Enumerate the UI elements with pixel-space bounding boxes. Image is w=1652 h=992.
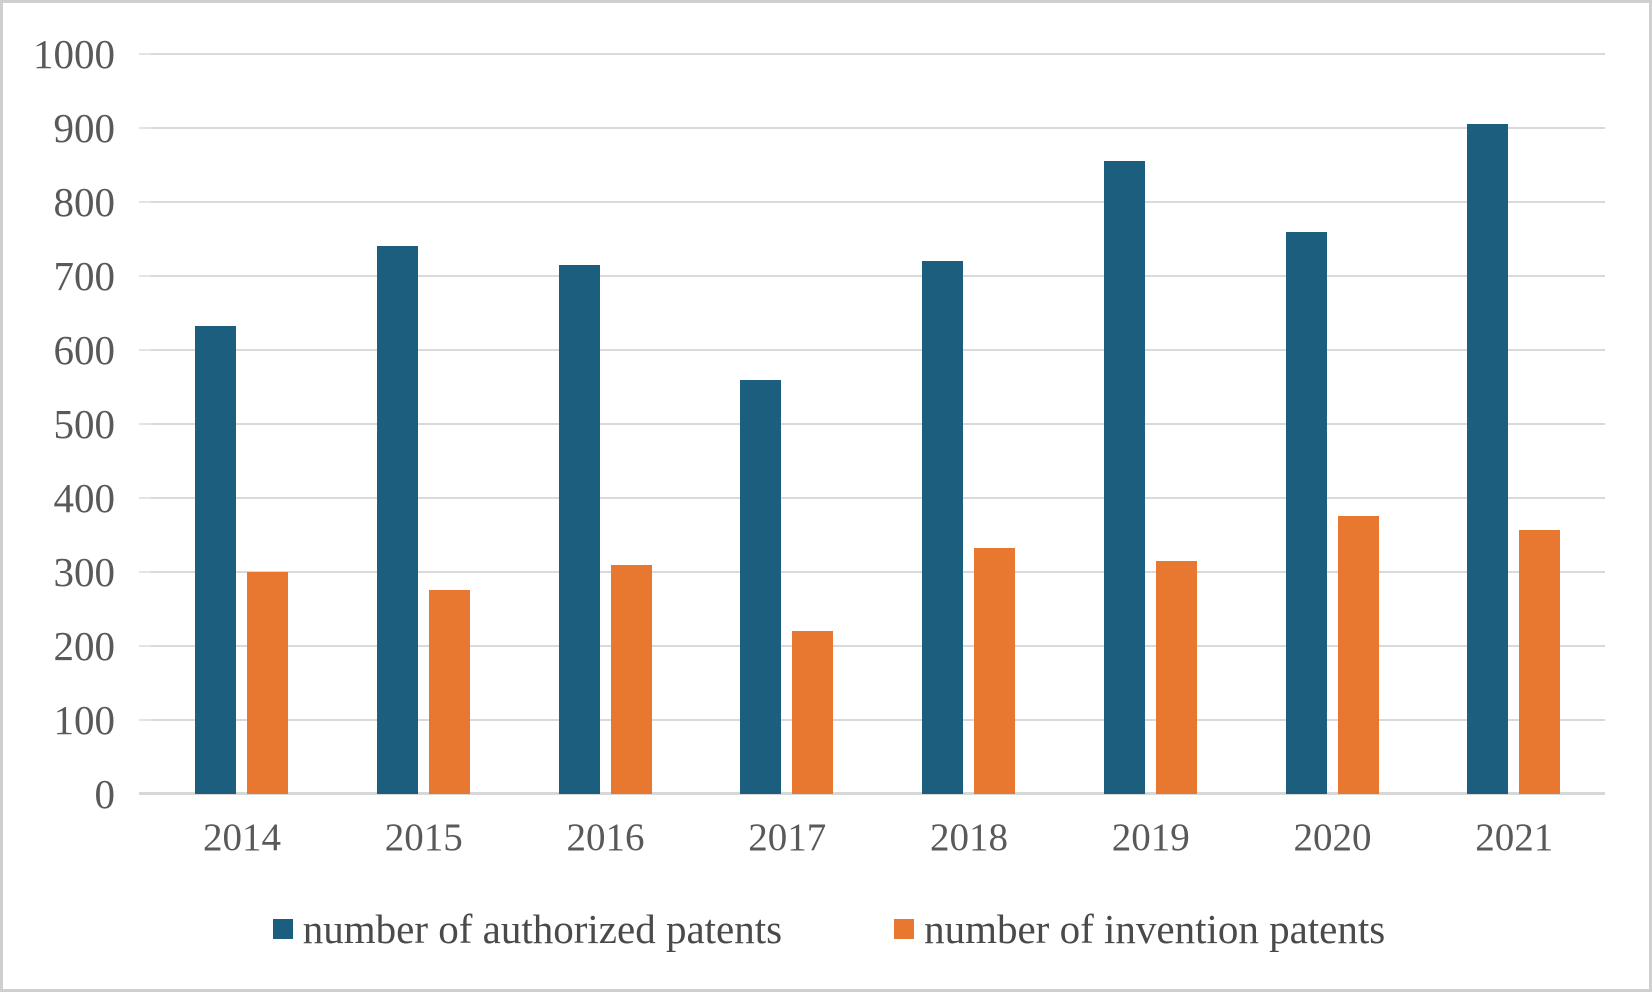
bar-invention-2018 [974, 548, 1015, 794]
gridline-700 [151, 275, 1605, 277]
bar-chart-plot-area: 0 100 200 300 400 500 600 700 800 900 1000 2014 2015… [3, 3, 1649, 989]
x-axis-label-2018: 2018 [930, 816, 1008, 859]
bar-invention-2014 [247, 572, 288, 794]
gridline-500 [151, 423, 1605, 425]
x-axis-label-2020: 2020 [1293, 816, 1372, 859]
bar-authorized-2014 [195, 326, 236, 794]
gridline-300 [151, 571, 1605, 573]
gridline-600 [151, 349, 1605, 351]
bar-authorized-2017 [740, 380, 782, 794]
bar-invention-2015 [428, 590, 470, 794]
y-tick-label-100: 100 [53, 697, 116, 743]
y-axis-tick-600 [139, 349, 151, 351]
gridline-400 [151, 497, 1605, 499]
x-axis-label-2017: 2017 [748, 816, 827, 859]
bar-authorized-2021 [1467, 124, 1509, 794]
y-tick-label-300: 300 [53, 549, 116, 595]
y-tick-label-700: 700 [53, 253, 116, 299]
bar-invention-2019 [1155, 561, 1197, 794]
x-axis-label-2015: 2015 [384, 816, 463, 859]
y-tick-label-1000: 1000 [33, 31, 115, 77]
gridline-800 [151, 201, 1605, 203]
bar-authorized-2015 [376, 246, 418, 794]
bar-authorized-2019 [1103, 161, 1145, 794]
bar-invention-2021 [1519, 530, 1561, 794]
category-group-2020 [1242, 54, 1424, 794]
y-axis-tick-400 [139, 497, 151, 499]
category-group-2019 [1060, 54, 1242, 794]
y-tick-label-600: 600 [53, 327, 116, 373]
bar-invention-2016 [610, 565, 652, 794]
y-axis-tick-300 [139, 571, 151, 573]
bar-authorized-2020 [1285, 232, 1327, 794]
legend-swatch-icon [894, 919, 915, 939]
y-axis-tick-500 [139, 423, 151, 425]
gridline-200 [151, 645, 1605, 647]
y-axis-tick-900 [139, 127, 151, 129]
bar-authorized-2018 [922, 261, 963, 794]
gridline-100 [151, 719, 1605, 721]
x-axis-label-2014: 2014 [203, 816, 281, 859]
chart-legend: number of authorized patents number of in… [3, 899, 1649, 959]
x-axis-label-2021: 2021 [1475, 816, 1554, 859]
category-group-2014 [151, 54, 333, 794]
y-tick-label-0: 0 [94, 771, 116, 817]
category-group-2016 [515, 54, 697, 794]
y-tick-label-200: 200 [53, 623, 116, 669]
legend-item-invention: number of invention patents [894, 905, 1385, 953]
y-axis-tick-200 [139, 645, 151, 647]
gridline-900 [151, 127, 1605, 129]
y-axis-tick-100 [139, 719, 151, 721]
y-tick-label-900: 900 [53, 105, 116, 151]
category-group-2017 [696, 54, 878, 794]
legend-swatch-icon [272, 919, 293, 939]
x-axis-label-2019: 2019 [1111, 816, 1190, 859]
category-group-2015 [333, 54, 515, 794]
bar-invention-2017 [792, 631, 834, 794]
legend-label: number of authorized patents [302, 906, 783, 952]
y-axis-tick-1000 [139, 53, 151, 55]
y-tick-label-400: 400 [53, 475, 116, 521]
y-axis-tick-800 [139, 201, 151, 203]
bar-invention-2020 [1337, 516, 1379, 794]
x-axis-line [139, 792, 1605, 795]
category-group-2021 [1423, 54, 1605, 794]
legend-item-authorized: number of authorized patents [272, 905, 783, 953]
y-axis-tick-700 [139, 275, 151, 277]
legend-label: number of invention patents [924, 906, 1386, 952]
category-group-2018 [878, 54, 1060, 794]
x-axis-label-2016: 2016 [566, 816, 645, 859]
y-tick-label-500: 500 [53, 401, 116, 447]
y-tick-label-800: 800 [53, 179, 116, 225]
gridline-1000 [151, 53, 1605, 55]
bar-authorized-2016 [558, 265, 600, 794]
